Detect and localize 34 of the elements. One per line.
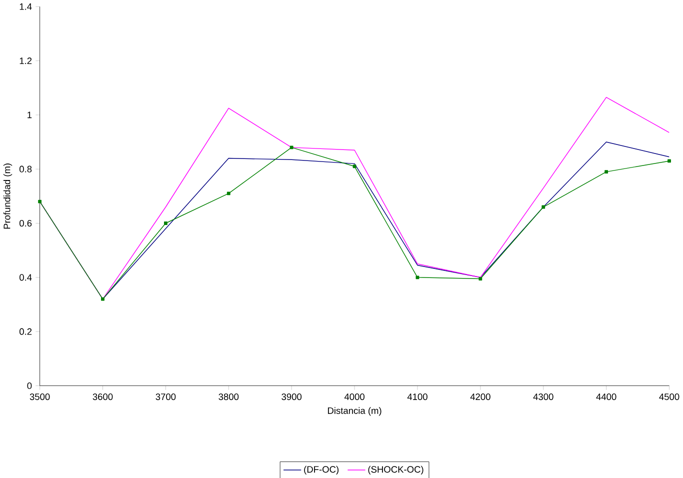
x-tick-label: 3900 xyxy=(282,393,302,400)
x-tick-label: 4400 xyxy=(596,393,616,400)
x-tick-label: 4200 xyxy=(470,393,490,400)
y-tick-label: 1.2 xyxy=(20,57,32,64)
y-tick-label: 0.2 xyxy=(20,328,32,335)
y-tick-label: 1 xyxy=(28,112,32,118)
point xyxy=(478,276,482,280)
x-axis-title: Distancia (m) xyxy=(328,406,382,416)
y-tick-label: 0.6 xyxy=(20,220,32,226)
point xyxy=(604,170,608,174)
y-tick-label: 0.4 xyxy=(20,274,32,280)
x-tick-label: 3500 xyxy=(30,393,50,400)
point xyxy=(352,164,356,168)
y-axis-title: Profundidad (m) xyxy=(3,163,12,228)
x-tick-label: 4100 xyxy=(407,393,428,400)
x-tick-label: 3600 xyxy=(92,393,113,400)
x-tick-label: 4300 xyxy=(533,393,554,400)
point xyxy=(164,221,168,225)
legend-label: (SHOCK-OC) xyxy=(368,466,424,474)
x-tick-label: 4500 xyxy=(659,393,680,400)
point xyxy=(668,159,671,162)
legend-label: (DF-OC) xyxy=(304,466,339,474)
point xyxy=(101,297,104,301)
x-tick-label: 3800 xyxy=(218,393,239,400)
point xyxy=(226,192,230,195)
point xyxy=(290,145,294,149)
x-tick-label: 4000 xyxy=(344,393,364,400)
point xyxy=(542,205,546,208)
x-tick-label: 3700 xyxy=(156,393,176,400)
point xyxy=(416,275,420,279)
y-tick-label: 1.4 xyxy=(20,3,32,10)
point xyxy=(38,200,42,204)
y-tick-label: 0 xyxy=(27,382,32,389)
y-tick-label: 0.8 xyxy=(20,166,32,172)
